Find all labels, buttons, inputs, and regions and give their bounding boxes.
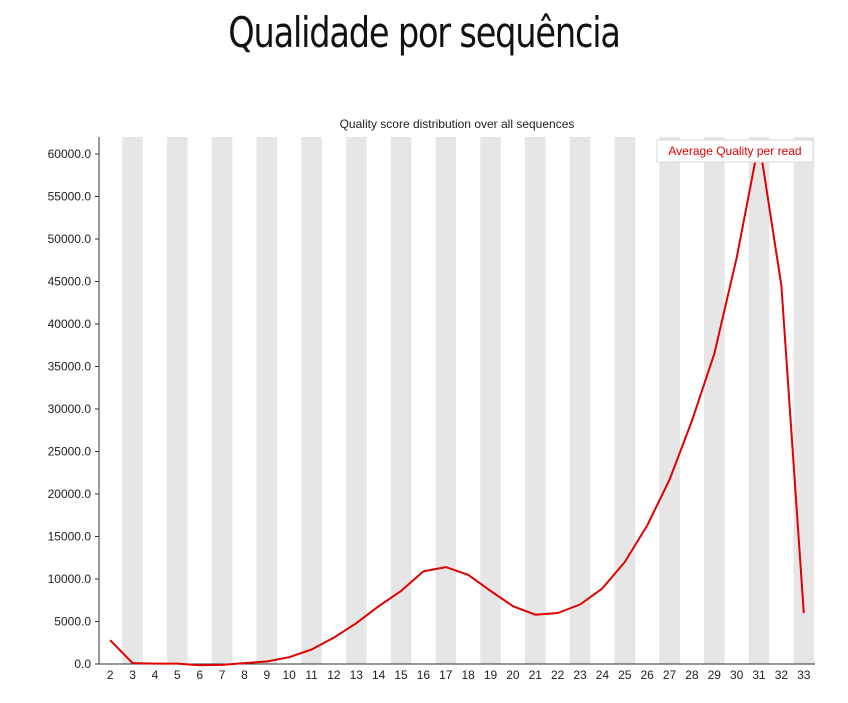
grid-band [435, 137, 457, 664]
x-tick-label: 21 [529, 668, 543, 682]
y-tick-label: 55000.0 [48, 190, 92, 204]
x-tick-label: 30 [730, 668, 744, 682]
x-tick-label: 9 [263, 668, 270, 682]
y-tick-label: 45000.0 [48, 275, 92, 289]
grid-band [480, 137, 501, 664]
x-tick-label: 20 [506, 668, 520, 682]
grid-band [569, 137, 591, 664]
y-tick-label: 5000.0 [54, 615, 91, 629]
x-tick-label: 23 [573, 668, 587, 682]
x-tick-label: 17 [439, 668, 453, 682]
grid-band [614, 137, 636, 664]
grid-band [211, 137, 233, 664]
grid-band [256, 137, 278, 664]
y-tick-label: 20000.0 [48, 487, 92, 501]
grid-band [167, 137, 188, 664]
grid-band [659, 137, 680, 664]
x-tick-label: 6 [196, 668, 203, 682]
legend-label: Average Quality per read [668, 144, 801, 158]
y-tick-label: 0.0 [74, 657, 91, 671]
grid-band [748, 137, 770, 664]
x-tick-label: 31 [752, 668, 766, 682]
grid-band [390, 137, 412, 664]
x-tick-label: 3 [129, 668, 136, 682]
x-tick-label: 33 [797, 668, 811, 682]
x-tick-label: 15 [394, 668, 408, 682]
x-tick-label: 8 [241, 668, 248, 682]
x-tick-label: 10 [283, 668, 297, 682]
y-tick-label: 35000.0 [48, 360, 92, 374]
y-tick-label: 40000.0 [48, 317, 92, 331]
x-tick-label: 5 [174, 668, 181, 682]
x-tick-label: 28 [685, 668, 699, 682]
chart-title: Quality score distribution over all sequ… [340, 117, 575, 131]
x-tick-label: 2 [107, 668, 114, 682]
x-tick-label: 13 [350, 668, 364, 682]
x-tick-label: 14 [372, 668, 386, 682]
y-tick-label: 30000.0 [48, 402, 92, 416]
y-tick-label: 50000.0 [48, 232, 92, 246]
x-tick-label: 18 [462, 668, 476, 682]
y-axis-ticks: 0.0 5000.0 10000.0 15000.0 20000.0 25000.0 300… [48, 147, 99, 671]
x-tick-label: 24 [596, 668, 610, 682]
x-tick-label: 29 [708, 668, 722, 682]
series-lines [109, 140, 805, 667]
x-tick-label: 27 [663, 668, 677, 682]
grid-band [793, 137, 815, 664]
x-tick-label: 12 [327, 668, 341, 682]
background-bands [122, 137, 815, 664]
legend: Average Quality per read [656, 139, 814, 163]
y-tick-label: 15000.0 [48, 530, 92, 544]
slide-title: Qualidade por sequência [228, 8, 621, 57]
y-tick-label: 25000.0 [48, 445, 92, 459]
grid-band [346, 137, 367, 664]
x-tick-label: 26 [641, 668, 655, 682]
x-tick-label: 11 [305, 668, 318, 682]
x-tick-label: 25 [618, 668, 632, 682]
y-tick-label: 10000.0 [48, 572, 92, 586]
x-tick-label: 4 [152, 668, 159, 682]
y-tick-label: 60000.0 [48, 147, 92, 161]
x-tick-label: 16 [417, 668, 431, 682]
grid-band [301, 137, 322, 664]
x-tick-label: 32 [775, 668, 789, 682]
x-tick-label: 7 [219, 668, 226, 682]
grid-band [525, 137, 546, 664]
x-axis-ticks: 2 3 4 5 6 7 8 9 10 11 12 13 14 15 16 17 18 19 20 21 22 23 24 25… [107, 668, 811, 682]
grid-band [122, 137, 143, 664]
grid-band [704, 137, 725, 664]
x-tick-label: 22 [551, 668, 565, 682]
x-tick-label: 19 [484, 668, 498, 682]
legend-box [656, 139, 814, 163]
series-line [109, 140, 805, 667]
